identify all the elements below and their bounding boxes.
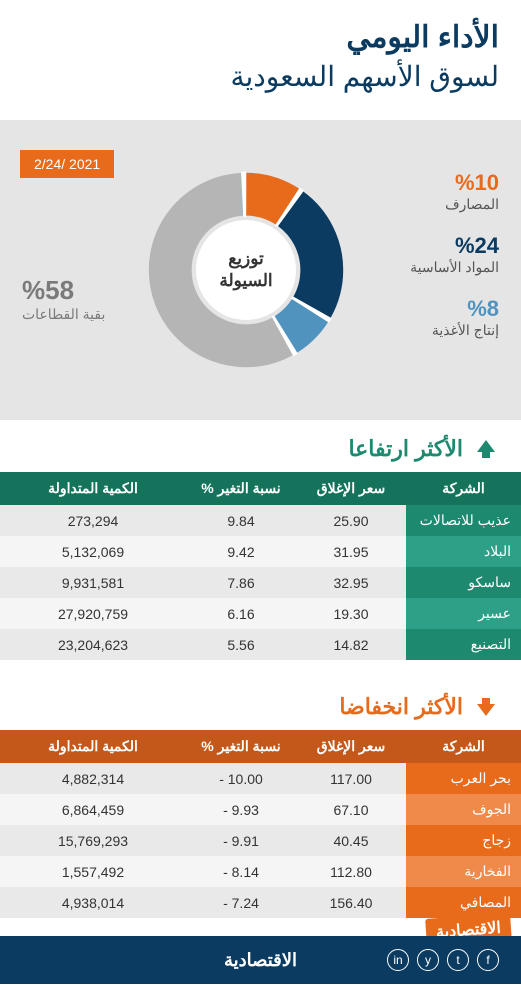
legend-item: %10المصارف xyxy=(349,170,499,213)
footer: ftyin الاقتصادية xyxy=(0,936,521,984)
donut-legend-rest: %58بقية القطاعات xyxy=(22,275,105,323)
column-header: نسبة التغير % xyxy=(186,730,296,763)
date-chip: 2021 /2/24 xyxy=(20,150,114,178)
page-title: الأداء اليومي لسوق الأسهم السعودية xyxy=(22,18,499,96)
footer-brand: الاقتصادية xyxy=(224,950,297,971)
table-row: ساسكو32.957.869,931,581 xyxy=(0,567,521,598)
arrow-down-icon xyxy=(473,694,499,720)
losers-section: الأكثر انخفاضا الشركةسعر الإغلاقنسبة الت… xyxy=(0,678,521,936)
donut-chart: توزيعالسيولة xyxy=(146,170,346,370)
gainers-section: الأكثر ارتفاعا الشركةسعر الإغلاقنسبة الت… xyxy=(0,420,521,678)
title-line2: لسوق الأسهم السعودية xyxy=(230,61,499,92)
table-row: عسير19.306.1627,920,759 xyxy=(0,598,521,629)
title-line1: الأداء اليومي xyxy=(346,21,499,54)
losers-table: الشركةسعر الإغلاقنسبة التغير %الكمية الم… xyxy=(0,730,521,918)
column-header: سعر الإغلاق xyxy=(296,730,406,763)
gainers-title: الأكثر ارتفاعا xyxy=(0,420,521,472)
table-row: التصنيع14.825.5623,204,623 xyxy=(0,629,521,660)
column-header: سعر الإغلاق xyxy=(296,472,406,505)
column-header: الشركة xyxy=(406,472,521,505)
column-header: الكمية المتداولة xyxy=(0,472,186,505)
table-row: زجاج40.45- 9.9115,769,293 xyxy=(0,825,521,856)
table-row: المصافي156.40- 7.244,938,014 xyxy=(0,887,521,918)
table-row: الجوف67.10- 9.936,864,459 xyxy=(0,794,521,825)
donut-section: 2021 /2/24 توزيعالسيولة %10المصارف %24الم… xyxy=(0,120,521,420)
social-icon[interactable]: y xyxy=(417,949,439,971)
donut-legend: %10المصارف %24المواد الأساسية %8إنتاج الأغ… xyxy=(349,170,499,359)
legend-item: %24المواد الأساسية xyxy=(349,233,499,276)
legend-item: %8إنتاج الأغذية xyxy=(349,296,499,339)
column-header: الشركة xyxy=(406,730,521,763)
header: الأداء اليومي لسوق الأسهم السعودية xyxy=(0,0,521,120)
table-row: عذيب للاتصالات25.909.84273,294 xyxy=(0,505,521,536)
gainers-table: الشركةسعر الإغلاقنسبة التغير %الكمية الم… xyxy=(0,472,521,660)
social-icon[interactable]: in xyxy=(387,949,409,971)
donut-center-label: توزيعالسيولة xyxy=(196,220,296,320)
social-icon[interactable]: t xyxy=(447,949,469,971)
losers-title: الأكثر انخفاضا xyxy=(0,678,521,730)
table-row: البلاد31.959.425,132,069 xyxy=(0,536,521,567)
arrow-up-icon xyxy=(473,436,499,462)
column-header: الكمية المتداولة xyxy=(0,730,186,763)
social-icons: ftyin xyxy=(387,949,499,971)
column-header: نسبة التغير % xyxy=(186,472,296,505)
table-row: بحر العرب117.00- 10.004,882,314 xyxy=(0,763,521,794)
table-row: الفخارية112.80- 8.141,557,492 xyxy=(0,856,521,887)
social-icon[interactable]: f xyxy=(477,949,499,971)
